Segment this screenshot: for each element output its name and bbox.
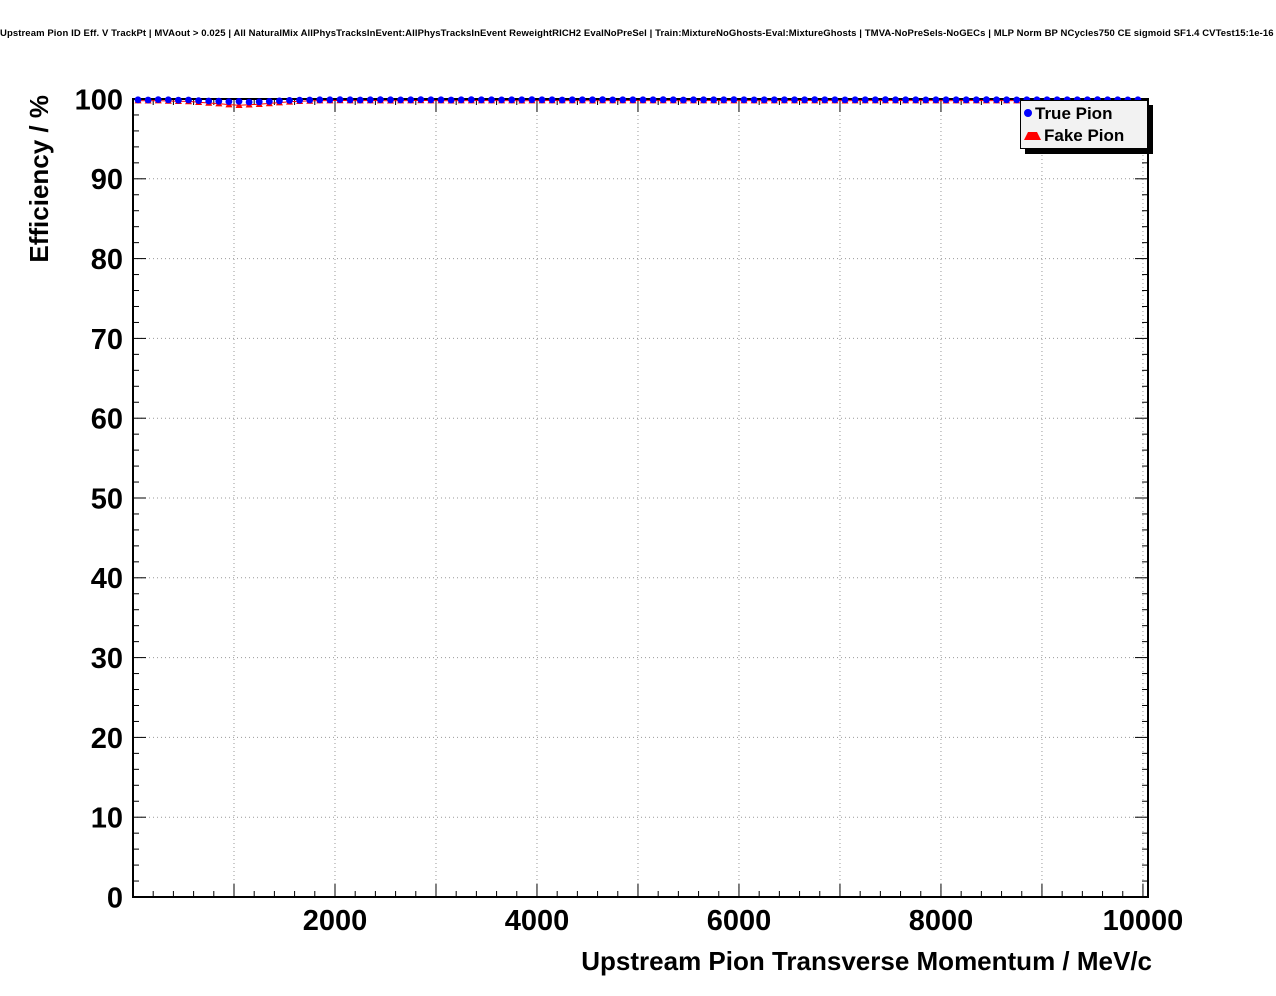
y-tick-labels: 0 10 20 30 40 50 60 70 80 90 100 bbox=[75, 84, 123, 914]
y-axis-title: Efficiency / % bbox=[24, 95, 54, 263]
x-axis-title: Upstream Pion Transverse Momentum / MeV/… bbox=[581, 946, 1152, 976]
y-tick-label: 20 bbox=[91, 723, 123, 755]
legend-item-true-pion: True Pion bbox=[1024, 102, 1147, 124]
x-tick-labels: 2000 4000 6000 8000 10000 bbox=[303, 905, 1184, 937]
y-tick-label: 90 bbox=[91, 164, 123, 196]
x-tick-label: 2000 bbox=[303, 905, 368, 937]
y-tick-label: 60 bbox=[91, 404, 123, 436]
y-tick-label: 80 bbox=[91, 244, 123, 276]
y-tick-label: 10 bbox=[91, 803, 123, 835]
y-tick-label: 100 bbox=[75, 84, 123, 116]
x-tick-label: 8000 bbox=[909, 905, 974, 937]
fake-pion-marker-icon bbox=[1024, 131, 1041, 140]
series-layer bbox=[134, 96, 1142, 109]
grid-layer bbox=[133, 99, 1148, 897]
y-tick-label: 70 bbox=[91, 324, 123, 356]
y-tick-label: 0 bbox=[107, 882, 123, 914]
x-tick-label: 6000 bbox=[707, 905, 772, 937]
x-tick-label: 4000 bbox=[505, 905, 570, 937]
y-tick-label: 50 bbox=[91, 483, 123, 515]
y-tick-label: 30 bbox=[91, 643, 123, 675]
legend-label: True Pion bbox=[1035, 103, 1113, 123]
legend: True Pion Fake Pion bbox=[1020, 100, 1148, 149]
y-tick-label: 40 bbox=[91, 563, 123, 595]
true-pion-marker-icon bbox=[1024, 109, 1032, 118]
legend-label: Fake Pion bbox=[1044, 126, 1125, 146]
x-tick-label: 10000 bbox=[1103, 905, 1184, 937]
legend-item-fake-pion: Fake Pion bbox=[1024, 125, 1147, 147]
plot-title: Upstream Pion ID Eff. V TrackPt | MVAout… bbox=[0, 28, 1276, 39]
series-true-pion bbox=[134, 96, 1142, 106]
